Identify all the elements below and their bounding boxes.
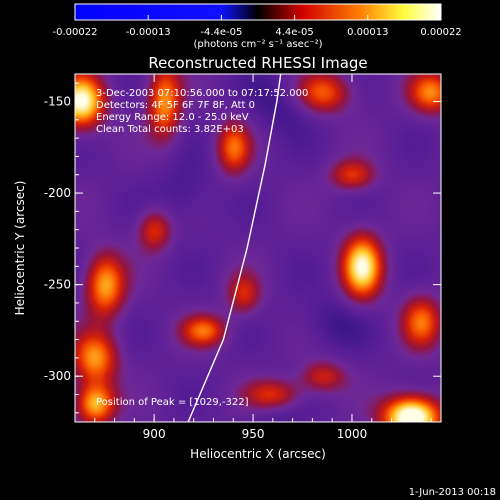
colorbar-tick-label: 0.00022 — [420, 27, 461, 38]
y-tick-label: -150 — [44, 94, 71, 108]
colorbar-tick-label: -0.00013 — [126, 27, 171, 38]
info-clean-counts: Clean Total counts: 3.82E+03 — [96, 124, 244, 135]
colorbar — [74, 3, 442, 21]
info-detectors: Detectors: 4F 5F 6F 7F 8F, Att 0 — [96, 100, 255, 111]
y-tick-label: -200 — [44, 186, 71, 200]
footer-timestamp: 1-Jun-2013 00:18 — [409, 487, 496, 498]
info-energy-range: Energy Range: 12.0 - 25.0 keV — [96, 112, 249, 123]
y-tick-label: -300 — [44, 369, 71, 383]
heatmap-area — [75, 74, 441, 422]
solar-limb-curve — [187, 74, 282, 422]
chart-title: Reconstructed RHESSI Image — [148, 54, 367, 72]
y-tick-label: -250 — [44, 278, 71, 292]
colorbar-tick-label: 0.00013 — [347, 27, 388, 38]
colorbar-tick-label: -0.00022 — [53, 27, 98, 38]
y-axis-label: Heliocentric Y (arcsec) — [13, 181, 27, 316]
x-tick-label: 1000 — [337, 427, 368, 441]
info-time-range: 3-Dec-2003 07:10:56.000 to 07:17:52.000 — [96, 88, 308, 99]
colorbar-unit-label: (photons cm⁻² s⁻¹ asec⁻²) — [193, 39, 322, 50]
heatmap-image — [75, 74, 441, 422]
x-tick-label: 900 — [143, 427, 166, 441]
colorbar-ticks: -0.00022 -0.00013 -4.4e-05 4.4e-05 0.00013 0.… — [53, 15, 462, 38]
observation-info: 3-Dec-2003 07:10:56.000 to 07:17:52.000 … — [96, 88, 308, 135]
colorbar-tick-label: -4.4e-05 — [200, 27, 242, 38]
x-tick-label: 950 — [242, 427, 265, 441]
x-axis-label: Heliocentric X (arcsec) — [190, 447, 326, 461]
peak-position-label: Position of Peak = [1029,-322] — [96, 397, 249, 408]
axes: 900 950 1000 -150 -200 -250 -300 — [44, 74, 441, 441]
colorbar-tick-label: 4.4e-05 — [275, 27, 313, 38]
